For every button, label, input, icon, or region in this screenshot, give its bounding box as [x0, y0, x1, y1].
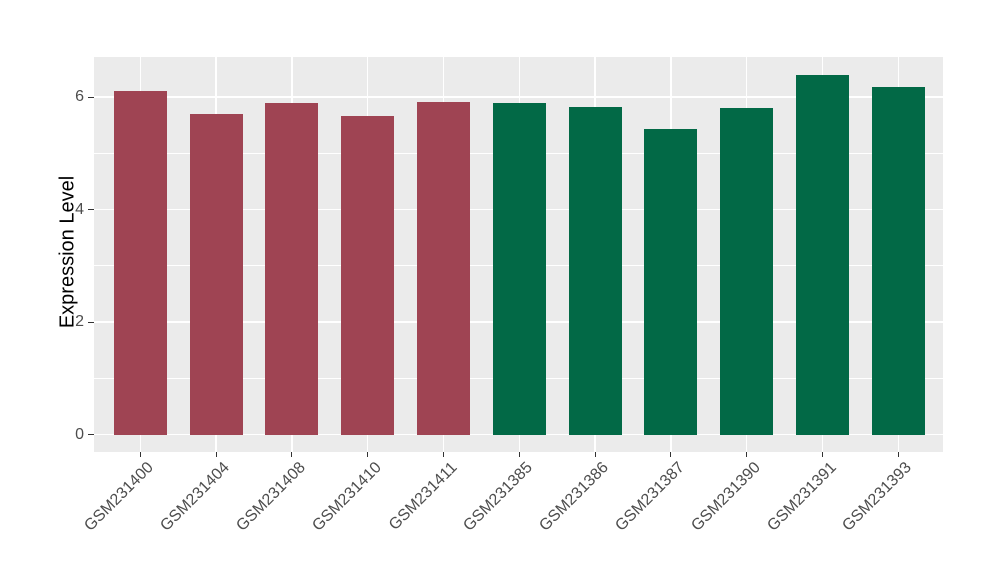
y-axis-title: Expression Level: [56, 175, 79, 329]
x-tick-label-GSM231404: GSM231404: [157, 459, 234, 535]
y-tick-mark-6: [88, 96, 94, 98]
bar-GSM231387: [644, 128, 698, 435]
x-tick-label-GSM231400: GSM231400: [81, 459, 158, 535]
x-tick-label-GSM231387: GSM231387: [612, 459, 688, 535]
major-gridline-y0: [94, 433, 943, 436]
y-tick-mark-2: [88, 321, 94, 323]
bar-GSM231385: [492, 103, 546, 435]
x-tick-label-GSM231393: GSM231393: [839, 459, 916, 535]
plot-panel: [94, 57, 943, 452]
x-tick-mark-GSM231390: [746, 452, 748, 457]
x-tick-label-GSM231385: GSM231385: [460, 459, 537, 535]
x-tick-mark-GSM231411: [443, 452, 444, 457]
x-tick-mark-GSM231410: [367, 452, 369, 457]
x-tick-mark-GSM231404: [215, 452, 217, 457]
y-tick-label-0: 0: [75, 425, 84, 443]
bar-GSM231404: [189, 113, 243, 435]
bar-GSM231410: [341, 115, 395, 435]
x-tick-label-GSM231391: GSM231391: [763, 459, 840, 535]
x-tick-mark-GSM231391: [822, 452, 823, 457]
x-tick-label-GSM231410: GSM231410: [309, 459, 385, 535]
y-tick-mark-0: [88, 434, 94, 435]
bar-GSM231393: [871, 86, 925, 435]
y-tick-label-4: 4: [75, 200, 84, 218]
x-tick-mark-GSM231387: [670, 452, 672, 457]
x-tick-label-GSM231390: GSM231390: [688, 459, 764, 535]
x-tick-mark-GSM231386: [594, 452, 596, 457]
bar-GSM231408: [265, 103, 319, 435]
x-tick-mark-GSM231385: [518, 452, 520, 457]
bar-GSM231411: [417, 102, 470, 435]
x-tick-mark-GSM231393: [897, 452, 899, 457]
bar-GSM231386: [568, 106, 622, 435]
bar-GSM231400: [113, 91, 167, 435]
x-tick-label-GSM231408: GSM231408: [233, 459, 309, 535]
bar-GSM231390: [720, 107, 774, 435]
x-tick-label-GSM231411: GSM231411: [385, 459, 461, 534]
y-tick-label-6: 6: [75, 88, 84, 105]
bar-GSM231391: [796, 74, 849, 435]
major-gridline-y6: [94, 96, 943, 98]
x-tick-mark-GSM231408: [291, 452, 293, 457]
x-tick-label-GSM231386: GSM231386: [536, 459, 613, 535]
y-tick-label-2: 2: [75, 313, 84, 330]
x-tick-mark-GSM231400: [139, 452, 141, 457]
y-tick-mark-4: [88, 209, 94, 210]
